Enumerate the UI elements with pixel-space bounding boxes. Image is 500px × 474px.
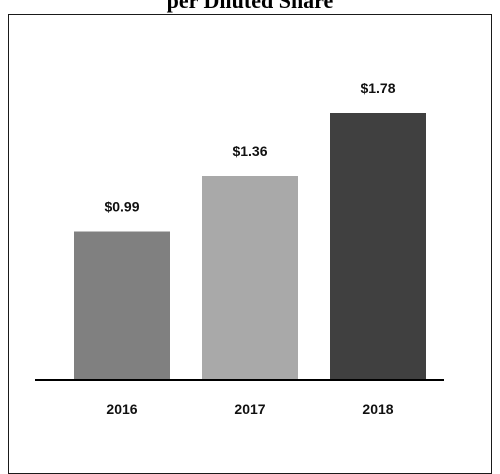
value-label-2018: $1.78 [360, 80, 395, 96]
bar-2016 [74, 232, 170, 381]
x-tick-label-2017: 2017 [234, 401, 265, 417]
value-label-2016: $0.99 [104, 199, 139, 215]
x-tick-labels-group: 2016 2017 2018 [106, 401, 393, 417]
x-tick-label-2018: 2018 [362, 401, 393, 417]
bar-2017 [202, 176, 298, 380]
x-tick-label-2016: 2016 [106, 401, 137, 417]
bar-2018 [330, 113, 426, 380]
value-label-2017: $1.36 [232, 143, 267, 159]
bar-chart: $0.99 $1.36 $1.78 2016 2017 2018 [0, 0, 500, 462]
